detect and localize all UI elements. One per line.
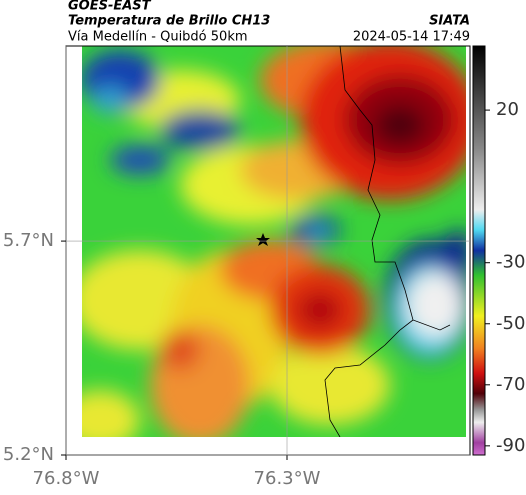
source: SIATA [429, 14, 470, 29]
colorbar [472, 45, 486, 456]
colorbar-label: -70 [496, 374, 525, 395]
colorbar-label: 20 [496, 99, 519, 120]
location: Vía Medellín - Quibdó 50km [68, 30, 248, 45]
colorbar-label: -30 [496, 252, 525, 273]
title: GOES-EAST [68, 0, 152, 14]
x-tick-label: 76.8°W [33, 468, 100, 489]
site-marker [256, 233, 270, 246]
colorbar-label: -90 [496, 435, 525, 456]
colorbar-label: -50 [496, 313, 525, 334]
subtitle: Temperatura de Brillo CH13 [68, 14, 270, 29]
x-tick-label: 76.3°W [254, 468, 321, 489]
timestamp: 2024-05-14 17:49 [353, 30, 470, 45]
y-tick-label: 5.7°N [3, 230, 54, 251]
y-tick-label: 5.2°N [3, 444, 54, 465]
brightness-field [82, 46, 466, 437]
